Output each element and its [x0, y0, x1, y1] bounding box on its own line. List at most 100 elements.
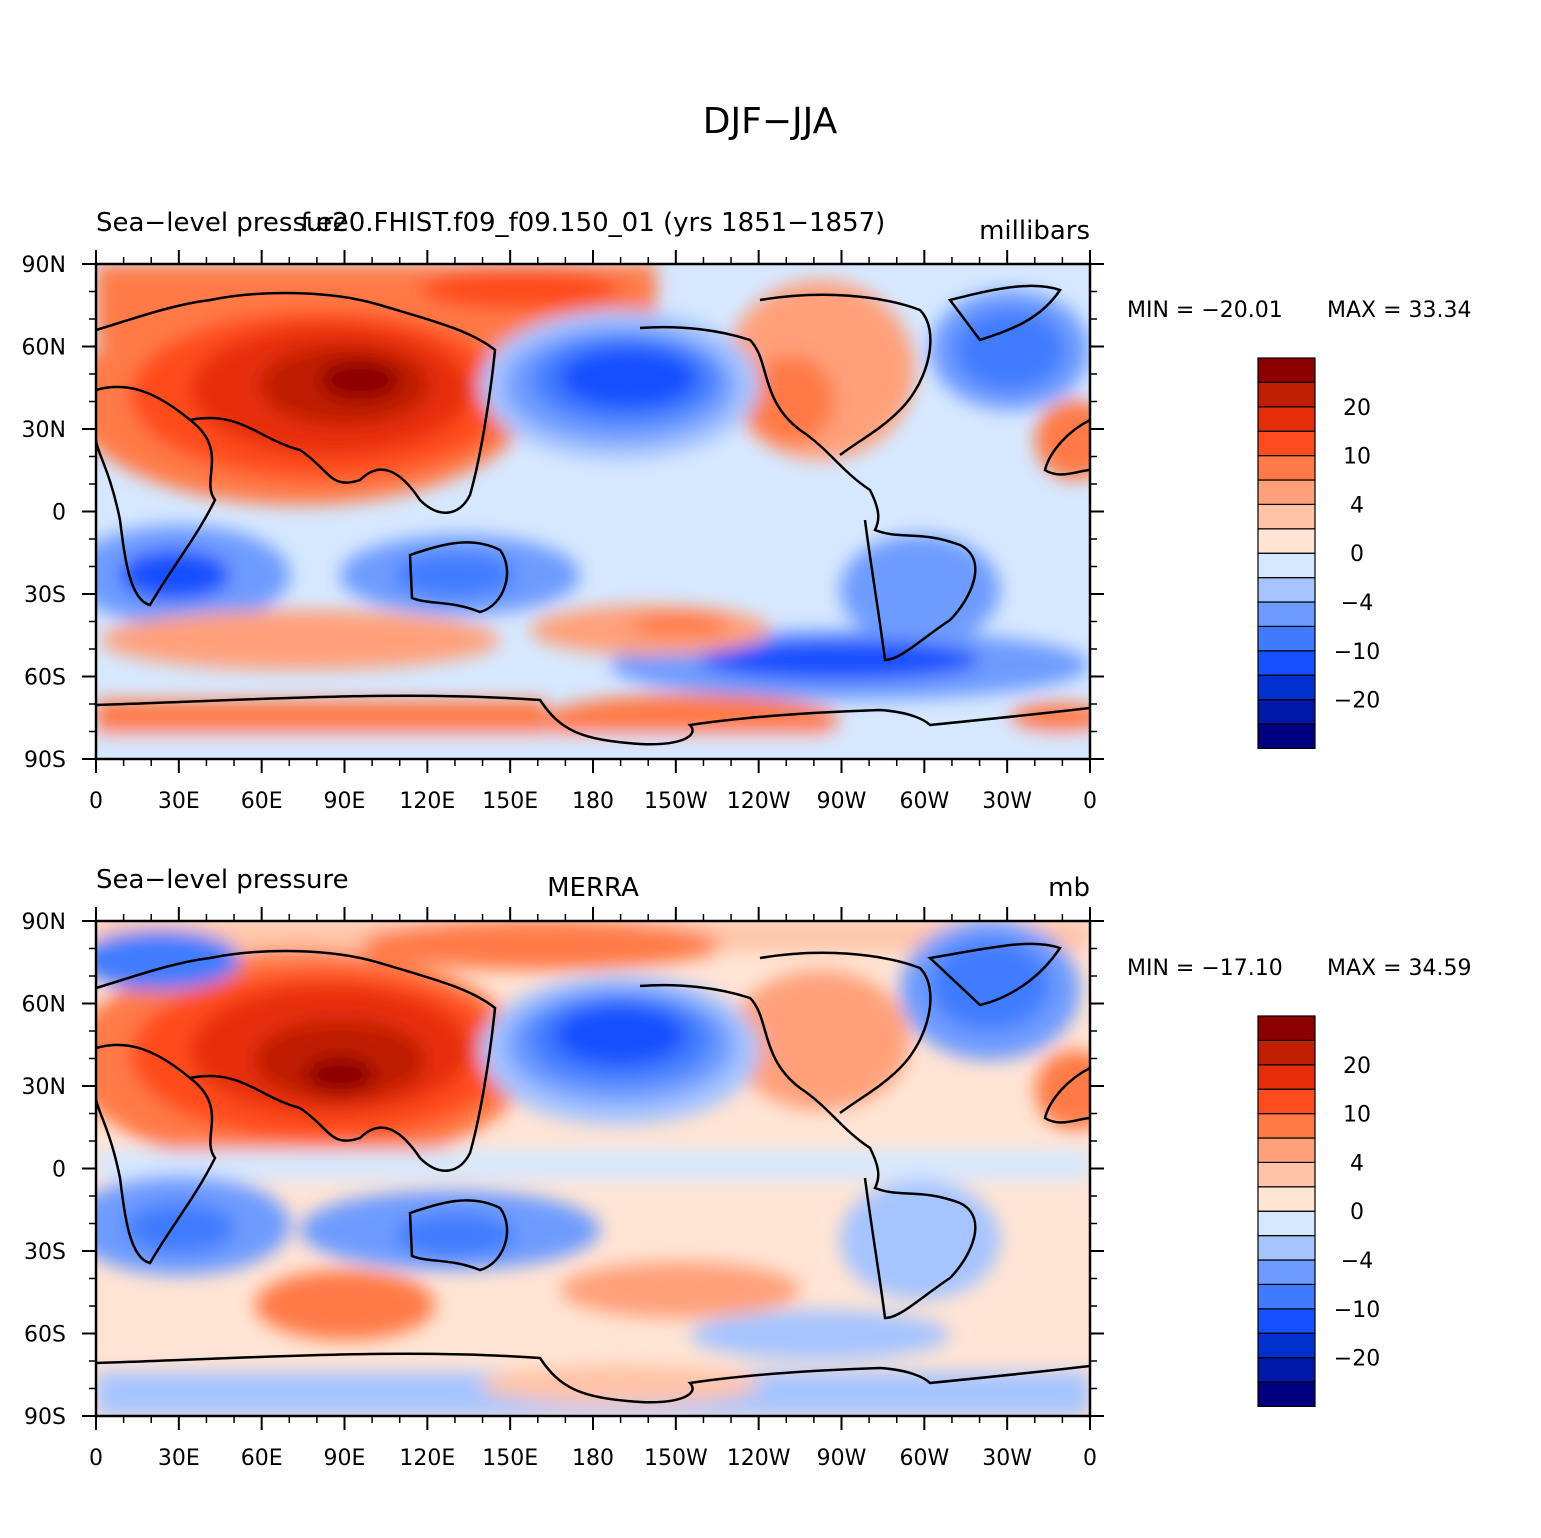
x-tick-label: 90W	[817, 789, 867, 814]
pressure-field	[96, 264, 1090, 759]
y-tick-label: 90N	[22, 910, 66, 935]
coastlines	[96, 284, 1090, 746]
colorbar-swatch	[1257, 1039, 1316, 1066]
colorbar-swatch	[1257, 1332, 1316, 1359]
min-label: MIN = −17.10	[1127, 956, 1283, 981]
colorbar-swatch	[1257, 625, 1316, 652]
colorbar-swatch	[1257, 1088, 1316, 1115]
x-tick-label: 60E	[241, 789, 283, 814]
colorbar-swatch	[1257, 650, 1316, 676]
y-tick-label: 60S	[24, 1323, 66, 1348]
colorbar-swatch	[1257, 698, 1316, 725]
coastlines	[96, 942, 1090, 1404]
colorbar-swatch	[1257, 674, 1316, 701]
x-tick-label: 180	[572, 789, 614, 814]
figure-title: DJF−JJA	[703, 101, 838, 142]
panel-center-title: f.e20.FHIST.f09_f09.150_01 (yrs 1851−185…	[301, 208, 886, 238]
colorbar-swatch	[1257, 1210, 1316, 1237]
x-tick-label: 60W	[899, 789, 949, 814]
colorbar-swatch	[1257, 1137, 1316, 1163]
panel-left-title: Sea−level pressure	[96, 208, 349, 238]
x-tick-label: 30W	[982, 1446, 1032, 1471]
colorbar-swatch	[1257, 528, 1316, 554]
colorbar-swatch	[1257, 1015, 1316, 1041]
y-tick-label: 60N	[22, 993, 66, 1018]
y-tick-label: 30S	[24, 1240, 66, 1265]
x-tick-label: 120W	[727, 1446, 791, 1471]
colorbar-swatch	[1257, 1356, 1316, 1383]
colorbar-label: −10	[1334, 640, 1380, 665]
colorbar-swatch	[1257, 601, 1316, 627]
colorbar-label: 20	[1343, 1054, 1371, 1079]
y-tick-label: 30N	[22, 1075, 66, 1100]
colorbar-label: −4	[1341, 1249, 1373, 1274]
colorbar-label: 4	[1350, 1151, 1364, 1176]
colorbar-swatch	[1257, 1308, 1316, 1334]
y-tick-label: 30S	[24, 583, 66, 608]
y-tick-label: 90S	[24, 748, 66, 773]
x-tick-label: 120E	[399, 1446, 455, 1471]
colorbar-swatch	[1257, 1234, 1316, 1261]
axes: 0 30E 60E 90E 120E 150E 180 150W 120W 90W 60W 30W 09…	[22, 250, 1104, 814]
colorbar-swatch	[1257, 479, 1316, 505]
colorbar-label: 20	[1343, 396, 1371, 421]
x-tick-label: 30E	[158, 789, 200, 814]
max-label: MAX = 34.59	[1327, 956, 1472, 981]
x-tick-label: 0	[89, 1446, 103, 1471]
colorbar-label: 10	[1343, 1103, 1371, 1128]
colorbar-swatch	[1257, 576, 1316, 603]
y-tick-label: 60S	[24, 666, 66, 691]
x-tick-label: 30E	[158, 1446, 200, 1471]
x-tick-label: 150W	[644, 789, 708, 814]
colorbar-swatch	[1257, 552, 1316, 579]
colorbar-swatch	[1257, 1161, 1316, 1188]
x-tick-label: 0	[89, 789, 103, 814]
min-label: MIN = −20.01	[1127, 298, 1283, 323]
colorbar-label: −10	[1334, 1298, 1380, 1323]
x-tick-label: 30W	[982, 789, 1032, 814]
colorbar-label: 0	[1350, 542, 1364, 567]
colorbar-label: 4	[1350, 493, 1364, 518]
colorbar-swatch	[1257, 723, 1316, 749]
pressure-field	[96, 921, 1090, 1416]
colorbar-swatch	[1257, 357, 1316, 383]
y-tick-label: 60N	[22, 336, 66, 361]
x-tick-label: 0	[1083, 789, 1097, 814]
y-tick-label: 0	[52, 1158, 66, 1183]
colorbar-swatch	[1257, 1112, 1316, 1139]
y-tick-label: 0	[52, 501, 66, 526]
colorbar-swatch	[1257, 503, 1316, 530]
colorbar-swatch	[1257, 406, 1316, 432]
x-tick-label: 150E	[482, 789, 538, 814]
x-tick-label: 90W	[817, 1446, 867, 1471]
panel-units: mb	[1048, 873, 1090, 903]
colorbar-label: −4	[1341, 591, 1373, 616]
panel-left-title: Sea−level pressure	[96, 865, 349, 895]
colorbar-swatch	[1257, 1186, 1316, 1212]
colorbar-swatch	[1257, 381, 1316, 408]
x-tick-label: 120W	[727, 789, 791, 814]
x-tick-label: 150W	[644, 1446, 708, 1471]
colorbar-label: 10	[1343, 445, 1371, 470]
x-tick-label: 60W	[899, 1446, 949, 1471]
colorbar-swatch	[1257, 1064, 1316, 1090]
y-tick-label: 90S	[24, 1405, 66, 1430]
colorbar-swatch	[1257, 430, 1316, 457]
y-tick-label: 30N	[22, 418, 66, 443]
x-tick-label: 150E	[482, 1446, 538, 1471]
colorbar: 20 10 4 0 −4 −10 −20	[1257, 1015, 1380, 1407]
colorbar-label: −20	[1334, 1347, 1380, 1372]
panel-center-title: MERRA	[547, 873, 639, 903]
x-tick-label: 0	[1083, 1446, 1097, 1471]
colorbar-swatch	[1257, 1283, 1316, 1310]
axes: 0 30E 60E 90E 120E 150E 180 150W 120W 90W 60W 30W 09…	[22, 907, 1104, 1471]
colorbar-swatch	[1257, 1259, 1316, 1285]
x-tick-label: 120E	[399, 789, 455, 814]
colorbar-swatch	[1257, 1381, 1316, 1407]
colorbar-label: 0	[1350, 1200, 1364, 1225]
x-tick-label: 90E	[324, 789, 366, 814]
x-tick-label: 90E	[324, 1446, 366, 1471]
colorbar-swatch	[1257, 455, 1316, 481]
panel-merra: Sea−level pressure MERRA mb	[22, 865, 1472, 1471]
panel-units: millibars	[979, 216, 1090, 246]
